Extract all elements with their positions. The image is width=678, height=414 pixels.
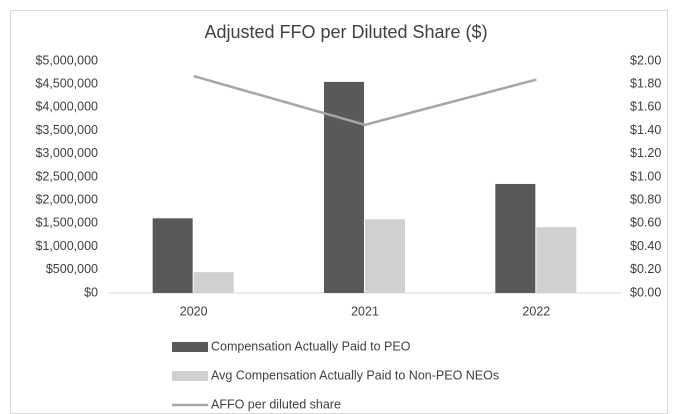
chart-title: Adjusted FFO per Diluted Share ($) (204, 22, 487, 42)
bar (324, 81, 364, 293)
y2-tick-label: $0.40 (630, 239, 661, 253)
y2-tick-label: $0.00 (630, 285, 661, 299)
bar (495, 183, 536, 293)
y2-tick-label: $1.00 (630, 169, 661, 183)
legend-label: Avg Compensation Actually Paid to Non-PE… (211, 368, 499, 382)
y-tick-label: $5,000,000 (35, 53, 98, 67)
y-tick-label: $4,500,000 (35, 76, 98, 90)
bar (365, 219, 405, 293)
legend-label: Compensation Actually Paid to PEO (211, 339, 411, 353)
y2-tick-label: $1.40 (630, 123, 661, 137)
y2-tick-label: $2.00 (630, 53, 661, 67)
y-tick-label: $500,000 (46, 262, 98, 276)
y2-tick-label: $1.80 (630, 76, 661, 90)
legend-swatch (172, 342, 208, 352)
y2-tick-label: $0.20 (630, 262, 661, 276)
bar (536, 227, 577, 293)
y-tick-label: $0 (84, 285, 98, 299)
y2-tick-label: $1.60 (630, 100, 661, 114)
y2-tick-label: $1.20 (630, 146, 661, 160)
legend-swatch (172, 371, 208, 381)
y-tick-label: $2,500,000 (35, 169, 98, 183)
x-tick-label: 2020 (180, 304, 208, 318)
x-tick-label: 2022 (522, 304, 550, 318)
y-tick-label: $1,500,000 (35, 216, 98, 230)
y-tick-label: $2,000,000 (35, 192, 98, 206)
bar (193, 272, 234, 293)
y2-tick-label: $0.60 (630, 216, 661, 230)
y-tick-label: $3,500,000 (35, 123, 98, 137)
y-tick-label: $3,000,000 (35, 146, 98, 160)
x-tick-label: 2021 (351, 304, 379, 318)
legend-label: AFFO per diluted share (211, 397, 341, 411)
y-tick-label: $4,000,000 (35, 100, 98, 114)
line (193, 74, 537, 127)
y-tick-label: $1,000,000 (35, 239, 98, 253)
bar (152, 218, 193, 293)
y2-tick-label: $0.80 (630, 192, 661, 206)
